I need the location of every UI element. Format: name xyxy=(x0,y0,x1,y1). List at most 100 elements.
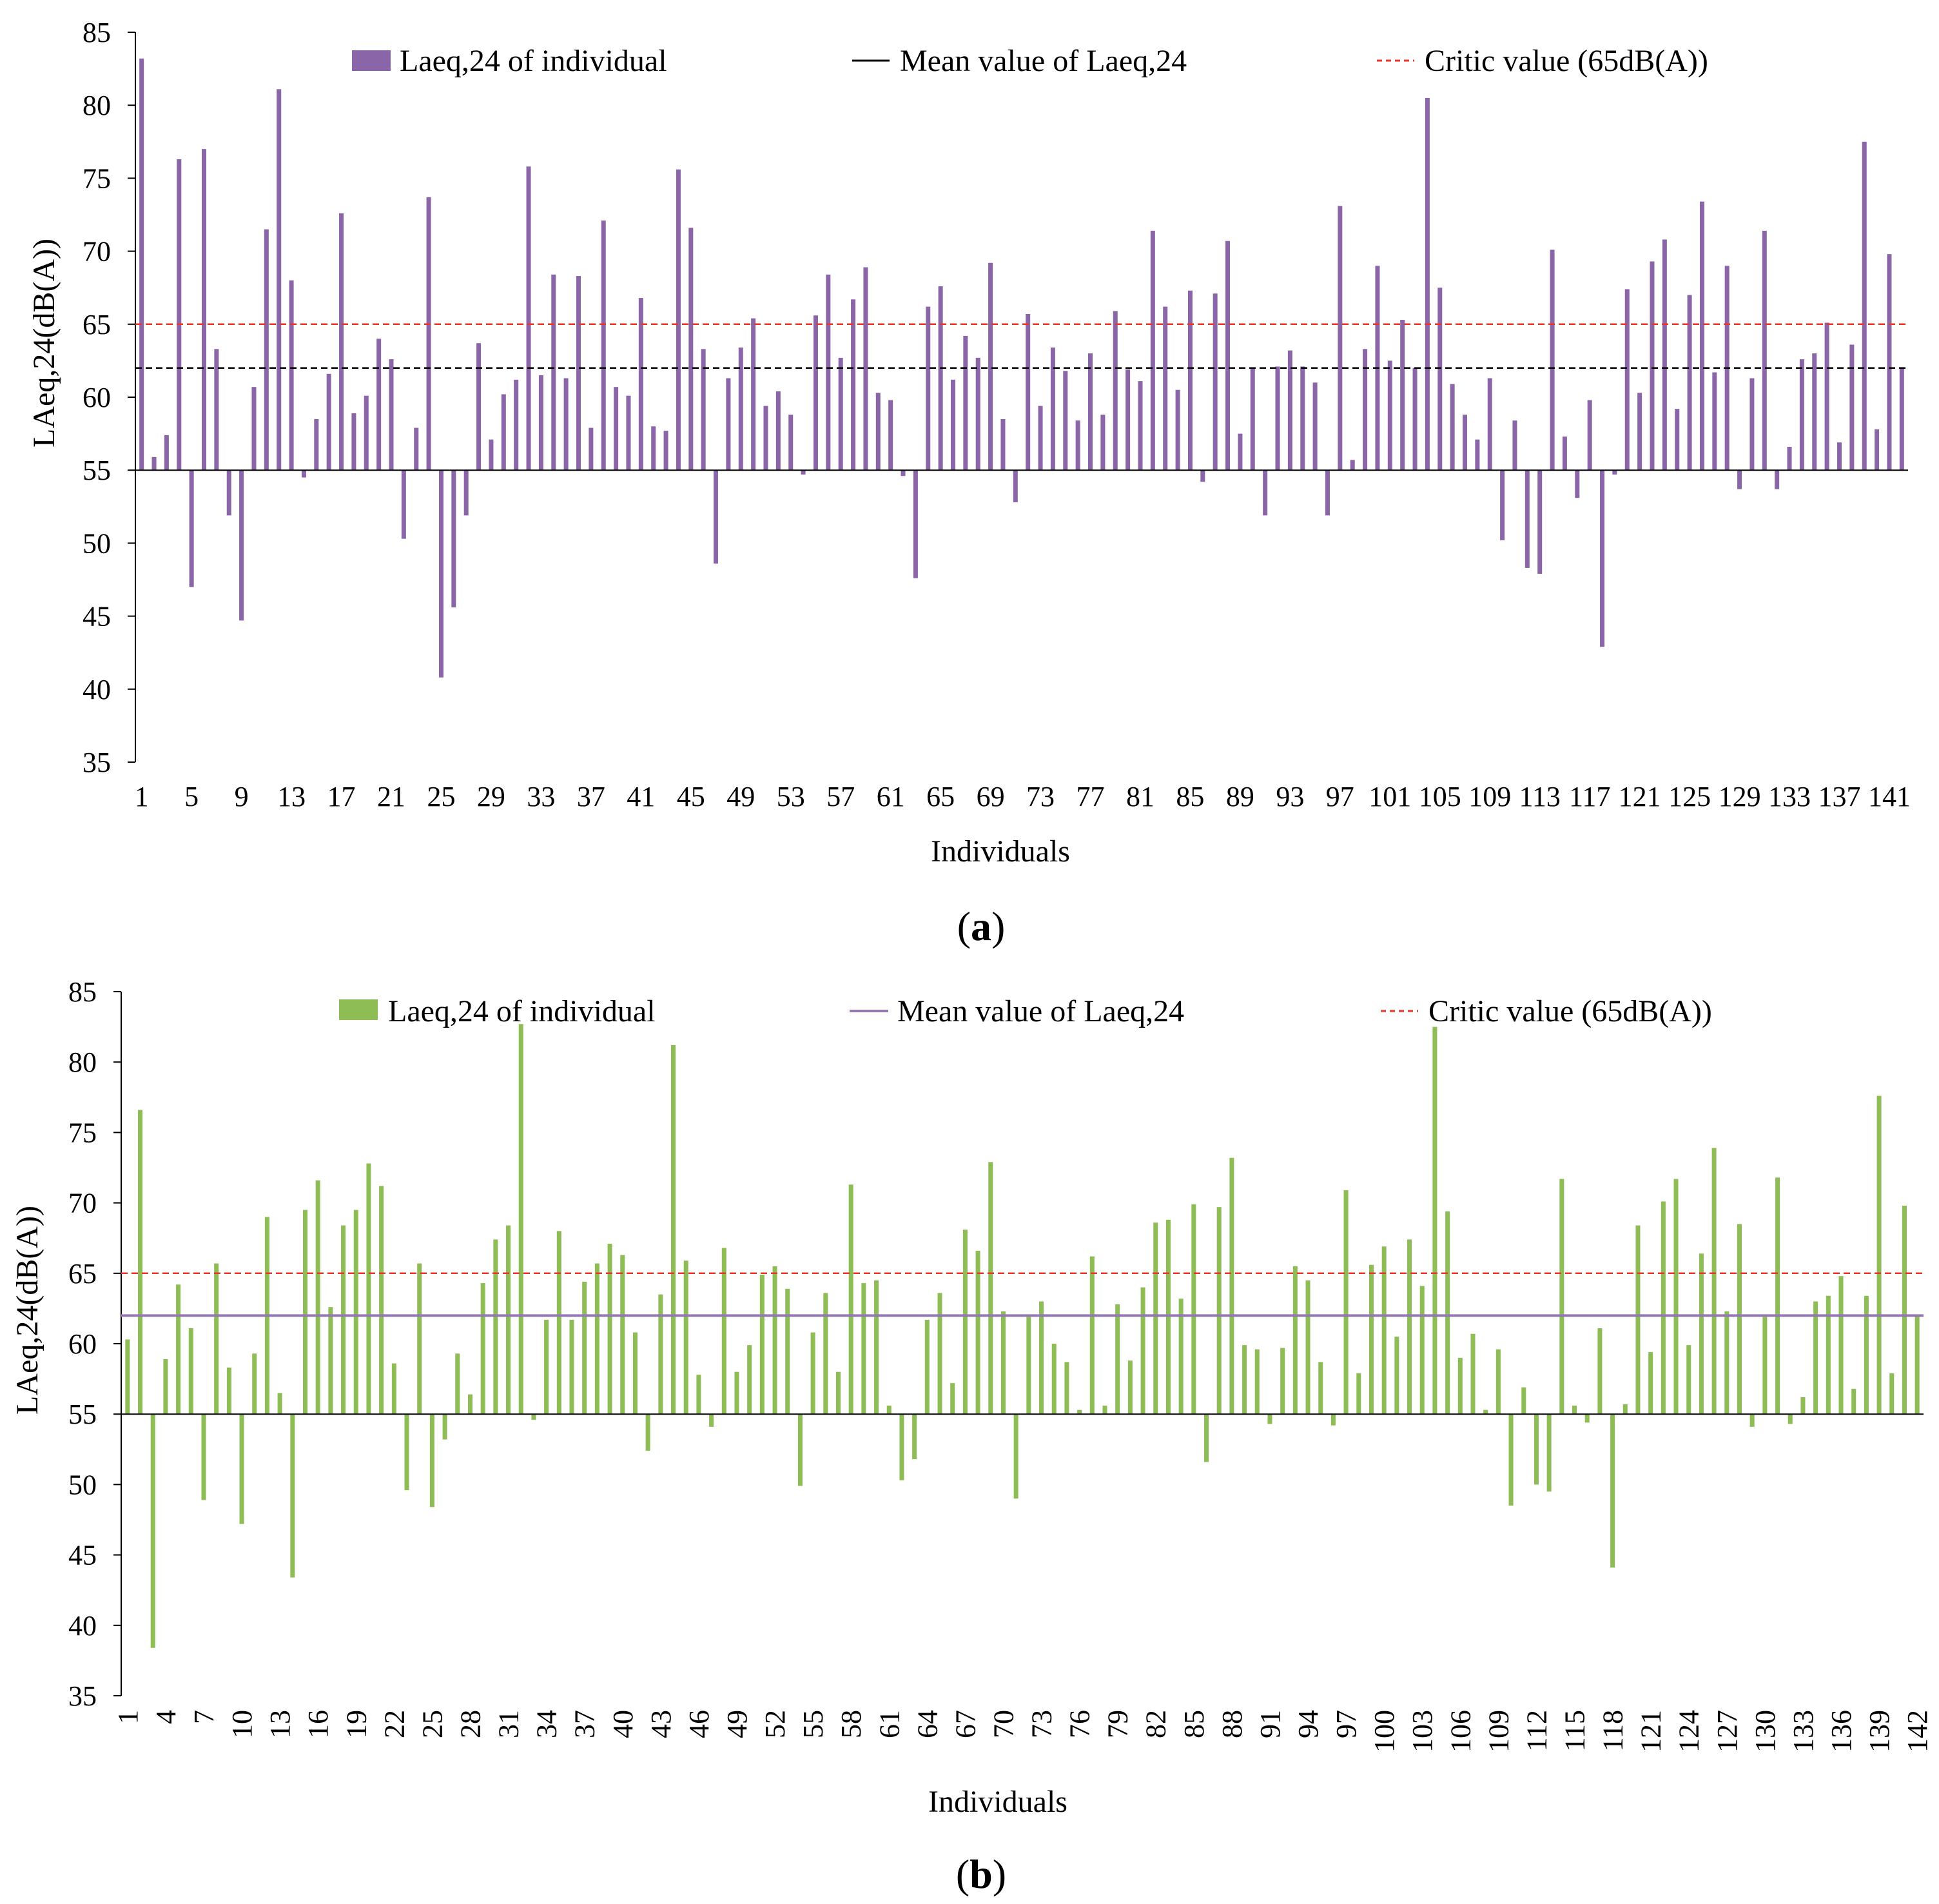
bar xyxy=(1737,1224,1742,1415)
bar xyxy=(226,470,231,516)
bar xyxy=(601,221,606,471)
x-tick-label: 81 xyxy=(1126,781,1155,812)
bar xyxy=(1496,1349,1501,1415)
bar xyxy=(1312,382,1318,471)
bar xyxy=(389,359,394,471)
panel-a-legend: Laeq,24 of individual Mean value of Laeq… xyxy=(352,44,1708,78)
bar xyxy=(1712,372,1717,471)
bar xyxy=(1140,1287,1145,1415)
bar xyxy=(451,470,456,608)
bar xyxy=(202,149,207,471)
legend-critic-label: Critic value (65dB(A)) xyxy=(1425,44,1708,78)
x-tick-label: 55 xyxy=(797,1710,829,1738)
x-tick-label: 79 xyxy=(1102,1710,1134,1738)
bar xyxy=(1356,1373,1361,1415)
x-tick-label: 4 xyxy=(150,1710,182,1724)
x-tick-label: 28 xyxy=(455,1710,487,1738)
bar xyxy=(988,1162,993,1415)
bar xyxy=(1127,1360,1133,1415)
bar xyxy=(151,456,157,471)
bar xyxy=(576,276,581,471)
x-tick-label: 105 xyxy=(1419,781,1461,812)
bar xyxy=(125,1339,130,1415)
bar xyxy=(1125,369,1131,471)
bar xyxy=(1350,460,1355,471)
bar xyxy=(401,470,406,539)
bar xyxy=(376,339,382,471)
y-tick-label: 65 xyxy=(83,309,111,340)
bar xyxy=(1175,389,1180,471)
bar xyxy=(651,426,656,471)
bar xyxy=(493,1239,498,1415)
x-tick-label: 49 xyxy=(721,1710,753,1738)
x-tick-label: 142 xyxy=(1902,1710,1933,1752)
x-tick-label: 43 xyxy=(645,1710,677,1738)
bar xyxy=(1849,344,1855,471)
legend-critic-label: Critic value (65dB(A)) xyxy=(1428,994,1712,1028)
x-tick-label: 85 xyxy=(1178,1710,1210,1738)
bar xyxy=(1013,1414,1018,1499)
x-tick-label: 25 xyxy=(427,781,456,812)
bar xyxy=(614,387,619,471)
bar xyxy=(1343,1190,1349,1415)
legend-bars-swatch xyxy=(339,999,378,1020)
y-tick-label: 35 xyxy=(83,747,111,778)
bar xyxy=(1475,439,1480,471)
panel-a-ylabel: LAeq,24(dB(A)) xyxy=(27,239,61,447)
bar xyxy=(582,1281,587,1415)
bar xyxy=(607,1243,612,1415)
bar xyxy=(1762,230,1767,471)
x-tick-label: 10 xyxy=(226,1710,258,1738)
bar xyxy=(176,1284,181,1415)
bar xyxy=(1000,1311,1006,1415)
bar xyxy=(1525,470,1530,568)
bar xyxy=(1673,1179,1679,1415)
bar xyxy=(1102,1406,1107,1415)
bar xyxy=(797,1414,803,1486)
bar xyxy=(1622,1404,1628,1415)
bar xyxy=(138,1110,143,1415)
bar xyxy=(1457,1357,1463,1415)
bar xyxy=(1075,420,1080,471)
bar xyxy=(937,1293,942,1415)
bar xyxy=(913,470,918,578)
panel-a-label: (a) xyxy=(957,903,1006,949)
x-tick-label: 7 xyxy=(188,1710,220,1724)
y-tick-label: 80 xyxy=(83,90,111,121)
bar xyxy=(1363,349,1368,471)
bar xyxy=(738,348,743,471)
bar xyxy=(1864,1295,1869,1415)
bar xyxy=(1050,348,1055,471)
bar xyxy=(150,1414,155,1648)
bar xyxy=(1851,1388,1856,1415)
x-tick-label: 52 xyxy=(759,1710,791,1738)
bar xyxy=(1470,1333,1476,1415)
bar xyxy=(1450,384,1455,471)
x-tick-label: 57 xyxy=(826,781,855,812)
x-tick-label: 40 xyxy=(607,1710,639,1738)
bar xyxy=(1799,359,1804,471)
bar xyxy=(938,286,943,471)
panel-b-xlabel: Individuals xyxy=(928,1785,1067,1819)
bar xyxy=(1225,240,1231,471)
legend-bars-label: Laeq,24 of individual xyxy=(388,994,656,1028)
x-tick-label: 1 xyxy=(135,781,149,812)
bar xyxy=(1229,1157,1234,1415)
bar xyxy=(1330,1414,1336,1426)
bar xyxy=(901,470,906,476)
bar xyxy=(1039,1301,1044,1415)
bar xyxy=(341,1225,346,1415)
bar xyxy=(1699,1253,1704,1415)
x-tick-label: 49 xyxy=(726,781,755,812)
bar xyxy=(926,306,931,471)
y-tick-label: 45 xyxy=(83,601,111,633)
bar xyxy=(480,1283,485,1415)
x-tick-label: 117 xyxy=(1569,781,1610,812)
bar xyxy=(1318,1362,1323,1415)
bar xyxy=(1077,1409,1082,1415)
bar xyxy=(1587,400,1592,471)
bar xyxy=(875,393,881,471)
x-tick-label: 127 xyxy=(1711,1710,1743,1752)
bar xyxy=(1204,1414,1209,1462)
bar xyxy=(1534,1414,1539,1485)
